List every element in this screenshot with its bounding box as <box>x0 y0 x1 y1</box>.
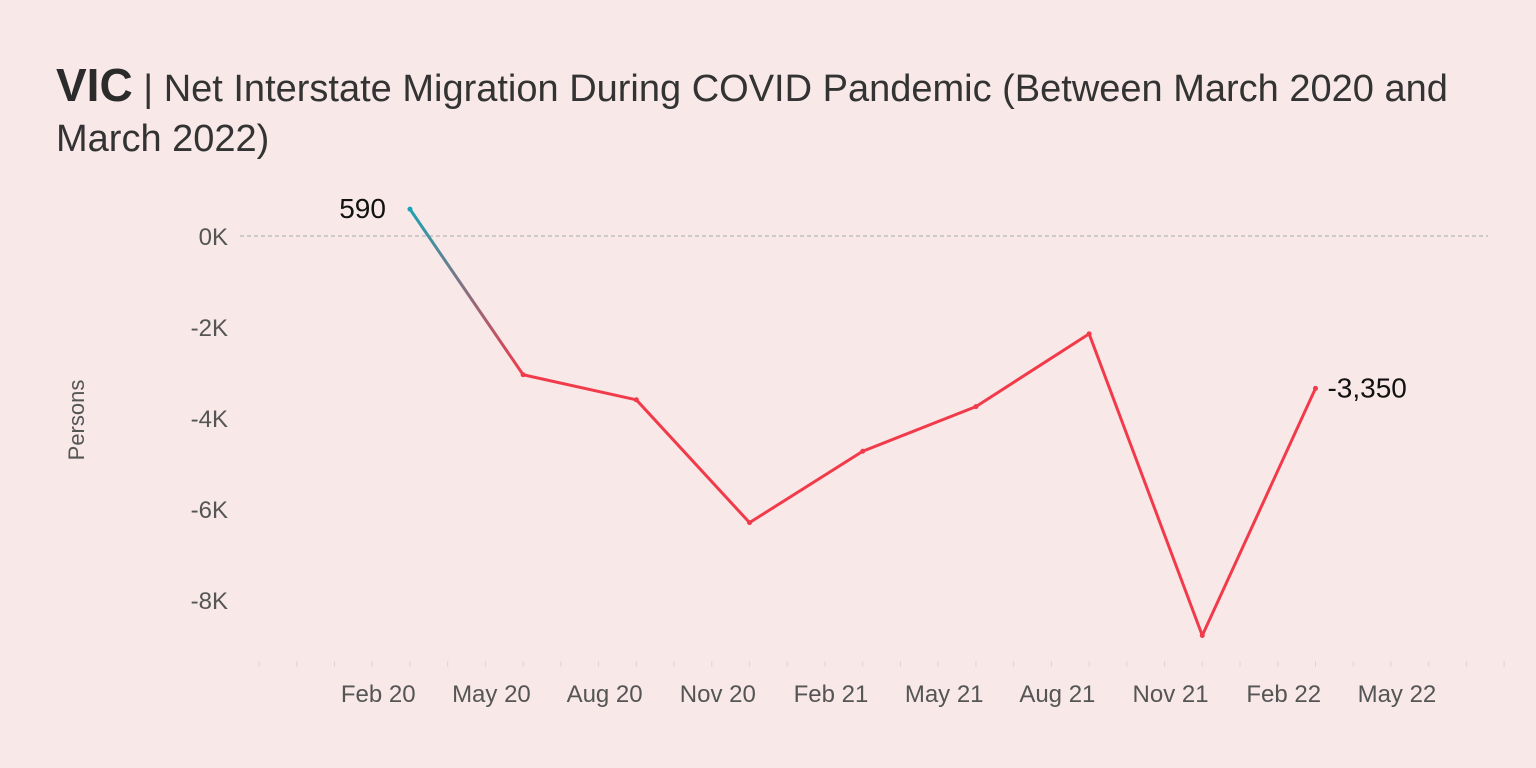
x-tick-label: Aug 20 <box>567 681 643 708</box>
data-label: 590 <box>339 193 386 224</box>
data-label: -3,350 <box>1327 372 1406 403</box>
series-line <box>521 332 1317 637</box>
data-labels: 590 -3,350 <box>339 193 1407 403</box>
x-tick-label: Nov 21 <box>1133 681 1209 708</box>
x-tick-label: May 22 <box>1358 681 1437 708</box>
y-tick-label: 0K <box>199 224 228 251</box>
x-tick-label: Feb 22 <box>1246 681 1321 708</box>
x-axis: Feb 20 May 20 Aug 20 Nov 20 Feb 21 May 21 Aug … <box>341 681 1436 708</box>
data-point <box>520 372 526 378</box>
data-point <box>747 520 753 526</box>
data-point <box>633 397 639 403</box>
series-line-segment-start <box>408 207 525 377</box>
data-point <box>1086 331 1092 337</box>
y-tick-label: -2K <box>191 315 228 342</box>
x-tick-label: Nov 20 <box>680 681 756 708</box>
data-point <box>973 404 979 410</box>
x-tick-label: May 21 <box>905 681 984 708</box>
y-tick-label: -6K <box>191 497 228 524</box>
data-point <box>860 448 866 454</box>
x-tick-label: Aug 21 <box>1019 681 1095 708</box>
series-layer <box>407 206 1318 638</box>
x-tick-label: Feb 21 <box>794 681 869 708</box>
x-minor-ticks <box>258 661 1505 667</box>
x-tick-label: Feb 20 <box>341 681 416 708</box>
y-tick-label: -8K <box>191 588 228 615</box>
chart-title: VIC | Net Interstate Migration During CO… <box>56 60 1496 164</box>
title-state: VIC <box>56 59 133 111</box>
data-point <box>407 206 413 212</box>
y-axis: 0K -2K -4K -6K -8K <box>191 224 228 615</box>
data-point <box>1199 632 1205 638</box>
title-separator: | <box>132 68 164 110</box>
data-point <box>1312 385 1318 391</box>
y-axis-title: Persons <box>64 380 89 461</box>
y-tick-label: -4K <box>191 406 228 433</box>
title-text: Net Interstate Migration During COVID Pa… <box>56 68 1448 160</box>
x-tick-label: May 20 <box>452 681 531 708</box>
